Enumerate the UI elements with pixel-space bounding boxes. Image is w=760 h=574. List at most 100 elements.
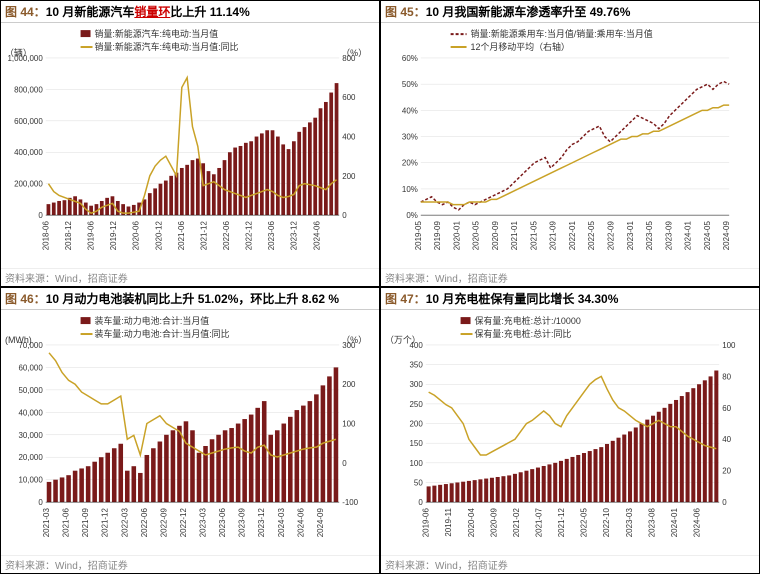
svg-text:800,000: 800,000 xyxy=(14,85,43,94)
panel-47-chart: 保有量:充电桩:总计:/10000保有量:充电桩:总计:同比（万个）050100… xyxy=(381,310,759,555)
svg-text:40%: 40% xyxy=(402,106,418,115)
svg-text:20%: 20% xyxy=(402,159,418,168)
svg-text:2020-09: 2020-09 xyxy=(491,221,500,251)
svg-text:2024-01: 2024-01 xyxy=(670,508,679,538)
panel-45: 图 45：10 月我国新能源车渗透率升至 49.76% 销量:新能源乘用车:当月… xyxy=(380,0,760,287)
svg-text:2024-06: 2024-06 xyxy=(296,508,305,538)
svg-text:600,000: 600,000 xyxy=(14,117,43,126)
svg-text:0: 0 xyxy=(38,211,43,220)
title-text-a: 10 月动力电池装机同比上升 51.02%，环比上升 8.62 % xyxy=(46,292,339,306)
svg-text:2021-09: 2021-09 xyxy=(81,508,90,538)
svg-text:70,000: 70,000 xyxy=(18,341,43,350)
svg-text:2021-01: 2021-01 xyxy=(510,221,519,251)
panel-46-source: 资料来源：Wind，招商证券 xyxy=(1,555,379,573)
panel-47-source: 资料来源：Wind，招商证券 xyxy=(381,555,759,573)
title-text-a: 10 月充电桩保有量同比增长 34.30% xyxy=(426,292,619,306)
svg-text:2024-03: 2024-03 xyxy=(277,508,286,538)
svg-text:2021-09: 2021-09 xyxy=(549,221,558,251)
svg-text:装车量:动力电池:合计:当月值:同比: 装车量:动力电池:合计:当月值:同比 xyxy=(95,328,230,339)
svg-text:0: 0 xyxy=(418,498,423,507)
svg-text:200: 200 xyxy=(410,420,424,429)
svg-text:600: 600 xyxy=(342,93,356,102)
svg-text:60%: 60% xyxy=(402,54,418,63)
title-text-b: 比上升 11.14% xyxy=(170,5,249,19)
svg-text:200: 200 xyxy=(342,172,356,181)
svg-text:2022-09: 2022-09 xyxy=(159,508,168,538)
svg-text:2019-05: 2019-05 xyxy=(414,221,423,251)
svg-text:250: 250 xyxy=(410,400,424,409)
svg-text:-100: -100 xyxy=(342,498,358,507)
title-highlight: 销量环 xyxy=(134,5,170,19)
panel-44-svg: 销量:新能源汽车:纯电动:当月值销量:新能源汽车:纯电动:当月值:同比（辆）（%… xyxy=(1,23,379,268)
svg-text:1,000,000: 1,000,000 xyxy=(7,54,43,63)
svg-text:2022-09: 2022-09 xyxy=(607,221,616,251)
svg-text:100: 100 xyxy=(342,420,356,429)
svg-text:2023-12: 2023-12 xyxy=(257,508,266,538)
svg-text:2021-06: 2021-06 xyxy=(62,508,71,538)
svg-text:2021-12: 2021-12 xyxy=(101,508,110,538)
panel-46-title: 图 46：10 月动力电池装机同比上升 51.02%，环比上升 8.62 % xyxy=(1,288,379,310)
svg-text:2023-05: 2023-05 xyxy=(645,221,654,251)
title-text-a: 10 月我国新能源车渗透率升至 49.76% xyxy=(426,5,631,19)
svg-text:2019-11: 2019-11 xyxy=(444,508,453,537)
svg-text:10%: 10% xyxy=(402,185,418,194)
svg-text:0: 0 xyxy=(342,459,347,468)
svg-text:100: 100 xyxy=(722,341,736,350)
title-prefix: 图 45： xyxy=(385,5,426,19)
svg-text:30%: 30% xyxy=(402,133,418,142)
svg-text:2021-03: 2021-03 xyxy=(42,508,51,538)
panel-46-chart: 装车量:动力电池:合计:当月值装车量:动力电池:合计:当月值:同比(MWh)（%… xyxy=(1,310,379,555)
panel-45-svg: 销量:新能源乘用车:当月值/销量:乘用车:当月值12个月移动平均（右轴）0%10… xyxy=(381,23,759,268)
svg-text:2021-06: 2021-06 xyxy=(177,221,186,251)
svg-text:2023-09: 2023-09 xyxy=(664,221,673,251)
svg-text:2018-06: 2018-06 xyxy=(41,221,50,251)
svg-text:销量:新能源汽车:纯电动:当月值: 销量:新能源汽车:纯电动:当月值 xyxy=(95,28,219,39)
svg-text:2024-06: 2024-06 xyxy=(312,221,321,251)
panel-44-chart: 销量:新能源汽车:纯电动:当月值销量:新能源汽车:纯电动:当月值:同比（辆）（%… xyxy=(1,23,379,268)
svg-text:2024-01: 2024-01 xyxy=(684,221,693,251)
svg-text:2020-12: 2020-12 xyxy=(154,221,163,251)
panel-47-svg: 保有量:充电桩:总计:/10000保有量:充电桩:总计:同比（万个）050100… xyxy=(381,310,759,555)
svg-text:2023-09: 2023-09 xyxy=(238,508,247,538)
svg-text:2022-06: 2022-06 xyxy=(222,221,231,251)
svg-text:2022-12: 2022-12 xyxy=(245,221,254,251)
svg-text:2021-07: 2021-07 xyxy=(535,508,544,538)
svg-text:2021-12: 2021-12 xyxy=(199,221,208,251)
svg-text:销量:新能源乘用车:当月值/销量:乘用车:当月值: 销量:新能源乘用车:当月值/销量:乘用车:当月值 xyxy=(471,28,653,39)
panel-44-title: 图 44：10 月新能源汽车销量环比上升 11.14% xyxy=(1,1,379,23)
svg-text:300: 300 xyxy=(410,380,424,389)
svg-text:2019-06: 2019-06 xyxy=(422,508,431,538)
svg-text:2024-09: 2024-09 xyxy=(722,221,731,251)
svg-text:2021-05: 2021-05 xyxy=(529,221,538,251)
svg-text:100: 100 xyxy=(410,459,424,468)
panel-47-title: 图 47：10 月充电桩保有量同比增长 34.30% xyxy=(381,288,759,310)
svg-text:2022-05: 2022-05 xyxy=(587,221,596,251)
svg-text:40: 40 xyxy=(722,435,731,444)
panel-46: 图 46：10 月动力电池装机同比上升 51.02%，环比上升 8.62 % 装… xyxy=(0,287,380,574)
svg-text:2021-12: 2021-12 xyxy=(557,508,566,538)
svg-text:2022-06: 2022-06 xyxy=(140,508,149,538)
svg-text:50,000: 50,000 xyxy=(18,386,43,395)
svg-text:350: 350 xyxy=(410,361,424,370)
svg-text:2022-01: 2022-01 xyxy=(568,221,577,251)
svg-text:2023-06: 2023-06 xyxy=(218,508,227,538)
svg-text:50: 50 xyxy=(414,478,423,487)
chart-grid: 图 44：10 月新能源汽车销量环比上升 11.14% 销量:新能源汽车:纯电动… xyxy=(0,0,760,574)
svg-text:200: 200 xyxy=(342,380,356,389)
svg-text:2023-03: 2023-03 xyxy=(199,508,208,538)
svg-text:2020-09: 2020-09 xyxy=(489,508,498,538)
svg-text:400: 400 xyxy=(342,133,356,142)
svg-text:2019-12: 2019-12 xyxy=(109,221,118,251)
svg-text:2022-12: 2022-12 xyxy=(179,508,188,538)
svg-text:2020-05: 2020-05 xyxy=(472,221,481,251)
panel-47: 图 47：10 月充电桩保有量同比增长 34.30% 保有量:充电桩:总计:/1… xyxy=(380,287,760,574)
title-prefix: 图 46： xyxy=(5,292,46,306)
svg-text:40,000: 40,000 xyxy=(18,408,43,417)
title-prefix: 图 44： xyxy=(5,5,46,19)
svg-text:400: 400 xyxy=(410,341,424,350)
svg-text:2023-12: 2023-12 xyxy=(290,221,299,251)
svg-text:0: 0 xyxy=(722,498,727,507)
panel-46-svg: 装车量:动力电池:合计:当月值装车量:动力电池:合计:当月值:同比(MWh)（%… xyxy=(1,310,379,555)
svg-text:12个月移动平均（右轴）: 12个月移动平均（右轴） xyxy=(471,41,570,52)
svg-text:2021-02: 2021-02 xyxy=(512,508,521,538)
